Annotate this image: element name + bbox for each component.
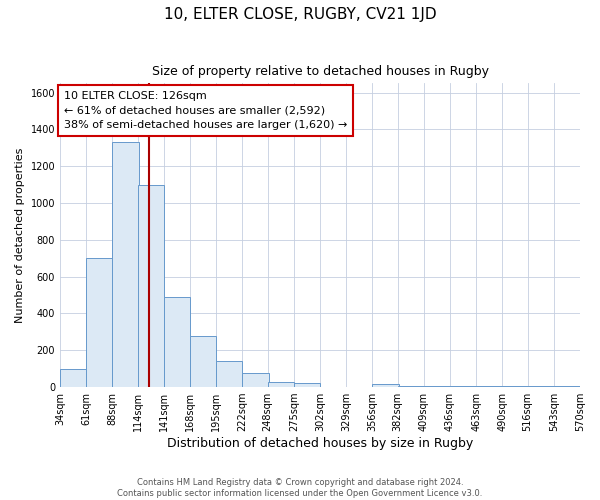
Bar [424, 386, 450, 387]
Bar [502, 386, 529, 387]
Text: Contains HM Land Registry data © Crown copyright and database right 2024.
Contai: Contains HM Land Registry data © Crown c… [118, 478, 482, 498]
Bar [112, 142, 139, 387]
Bar [294, 384, 320, 387]
Bar [398, 386, 424, 387]
Bar [373, 384, 398, 387]
Bar [554, 386, 580, 387]
Bar [86, 258, 112, 387]
Bar [216, 362, 242, 387]
Title: Size of property relative to detached houses in Rugby: Size of property relative to detached ho… [152, 65, 488, 78]
Y-axis label: Number of detached properties: Number of detached properties [15, 148, 25, 323]
Bar [164, 297, 190, 387]
Bar [137, 184, 164, 387]
Bar [476, 386, 502, 387]
X-axis label: Distribution of detached houses by size in Rugby: Distribution of detached houses by size … [167, 437, 473, 450]
Bar [268, 382, 294, 387]
Bar [450, 386, 476, 387]
Bar [60, 368, 86, 387]
Bar [190, 336, 216, 387]
Text: 10 ELTER CLOSE: 126sqm
← 61% of detached houses are smaller (2,592)
38% of semi-: 10 ELTER CLOSE: 126sqm ← 61% of detached… [64, 90, 347, 130]
Bar [242, 374, 269, 387]
Text: 10, ELTER CLOSE, RUGBY, CV21 1JD: 10, ELTER CLOSE, RUGBY, CV21 1JD [164, 8, 436, 22]
Bar [527, 386, 554, 387]
